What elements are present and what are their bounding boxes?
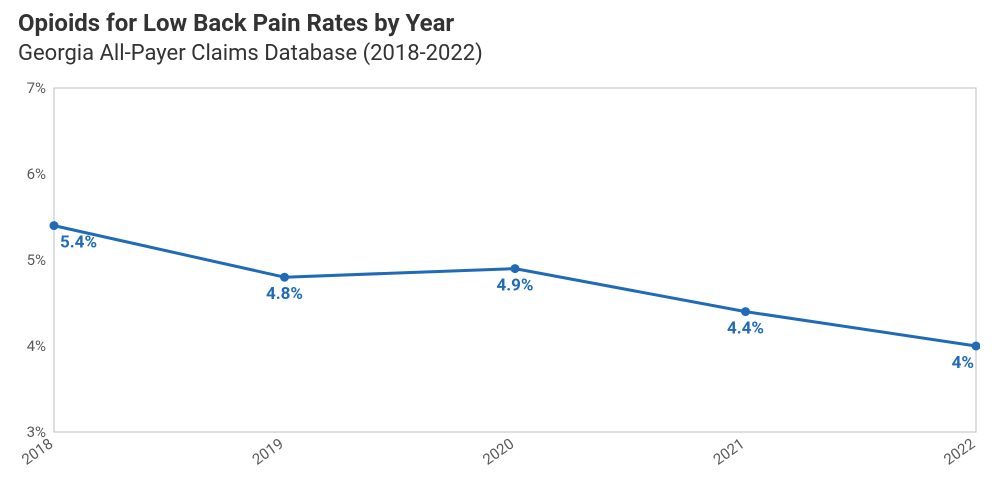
x-tick-label: 2021 [710,435,748,469]
y-tick-label: 6% [27,165,46,183]
data-label: 4.9% [496,276,533,296]
y-tick-label: 4% [27,337,46,355]
x-tick-label: 2022 [940,435,978,469]
plot-border [54,88,976,432]
data-point [972,342,981,351]
chart-title: Opioids for Low Back Pain Rates by Year [18,8,483,38]
data-point [511,264,520,273]
chart-container: Opioids for Low Back Pain Rates by Year … [0,0,1000,503]
data-label: 4% [952,353,974,373]
data-point [741,307,750,316]
header: Opioids for Low Back Pain Rates by Year … [18,8,483,69]
x-tick-label: 2018 [18,435,56,469]
x-tick-label: 2019 [249,435,287,469]
y-tick-label: 7% [27,80,46,97]
line-chart: 3%4%5%6%7%201820192020202120225.4%4.8%4.… [18,80,980,472]
data-point [50,221,59,230]
data-label: 4.4% [727,319,764,339]
data-label: 5.4% [60,233,97,253]
plot-area: 3%4%5%6%7%201820192020202120225.4%4.8%4.… [18,80,980,472]
x-tick-label: 2020 [479,435,517,469]
data-label: 4.8% [266,284,303,304]
y-tick-label: 5% [27,251,46,269]
chart-subtitle: Georgia All-Payer Claims Database (2018-… [18,40,483,69]
data-point [280,273,289,282]
